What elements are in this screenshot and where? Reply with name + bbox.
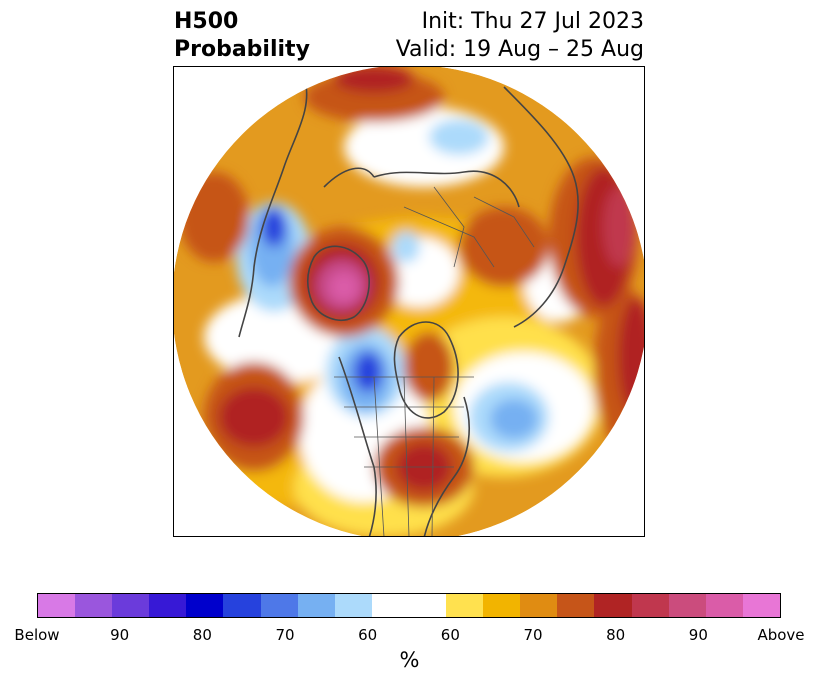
border-line bbox=[403, 206, 495, 268]
above-90-region bbox=[603, 187, 635, 267]
colorbar-bin-17 bbox=[668, 594, 706, 617]
border-line bbox=[403, 376, 410, 536]
colorbar-tick-label: Below bbox=[14, 626, 60, 644]
border-line bbox=[433, 186, 465, 268]
below-60-region bbox=[429, 119, 489, 155]
colorbar-bin-16 bbox=[631, 594, 669, 617]
colorbar-bin-11 bbox=[446, 594, 484, 617]
above-70-region bbox=[459, 207, 549, 287]
colorbar-bin-6 bbox=[260, 594, 298, 617]
colorbar-bin-8 bbox=[334, 594, 372, 617]
colorbar-tick-label: 60 bbox=[358, 626, 378, 644]
coastline-hudson-bay bbox=[306, 245, 370, 321]
coastline-scandinavia bbox=[323, 167, 375, 188]
above-70-region bbox=[404, 332, 454, 402]
colorbar-tick-label: 70 bbox=[523, 626, 543, 644]
colorbar-bin-7 bbox=[297, 594, 335, 617]
colorbar-tick-label: 90 bbox=[688, 626, 708, 644]
colorbar-bin-10 bbox=[408, 594, 447, 617]
colorbar-bin-1 bbox=[75, 594, 113, 617]
variable-label: H500 bbox=[174, 9, 239, 34]
above-80-region bbox=[618, 297, 644, 417]
init-date-label: Init: Thu 27 Jul 2023 bbox=[421, 9, 644, 34]
map-panel bbox=[173, 66, 645, 537]
colorbar-tick-label: 90 bbox=[110, 626, 130, 644]
coastline-siberia bbox=[373, 170, 520, 208]
colorbar-bin-12 bbox=[483, 594, 521, 617]
political-borders bbox=[334, 186, 535, 536]
colorbar-tick-label: 60 bbox=[440, 626, 460, 644]
colorbar-bin-5 bbox=[223, 594, 261, 617]
above-70-region bbox=[179, 172, 249, 262]
border-line bbox=[431, 376, 435, 536]
coastlines bbox=[238, 76, 579, 536]
below-60-region bbox=[392, 231, 420, 263]
colorbar-bin-18 bbox=[705, 594, 743, 617]
colorbar-bin-19 bbox=[742, 594, 780, 617]
valid-range-label: Valid: 19 Aug – 25 Aug bbox=[395, 37, 644, 62]
coastline-greenland bbox=[393, 321, 459, 419]
colorbar-bin-9 bbox=[371, 594, 409, 617]
colorbar-bin-4 bbox=[186, 594, 224, 617]
colorbar-bin-0 bbox=[38, 594, 76, 617]
coastline-north-america-west bbox=[238, 76, 308, 338]
colorbar-tick-labels: Below 90 80 70 60 60 70 80 90 Above bbox=[0, 626, 819, 646]
above-90-region bbox=[329, 272, 359, 302]
colorbar-bin-13 bbox=[520, 594, 558, 617]
colorbar-bin-15 bbox=[594, 594, 632, 617]
colorbar-tick-label: 80 bbox=[192, 626, 212, 644]
colorbar-unit-label: % bbox=[399, 648, 420, 672]
below-80-region bbox=[262, 207, 286, 247]
below-70-region bbox=[490, 399, 538, 439]
border-line bbox=[373, 376, 385, 536]
below-80-region bbox=[354, 352, 382, 392]
chart-title-right: Init: Thu 27 Jul 2023 Valid: 19 Aug – 25… bbox=[396, 8, 644, 64]
colorbar-bin-3 bbox=[149, 594, 187, 617]
probability-colorbar bbox=[37, 593, 781, 618]
probability-map bbox=[174, 67, 644, 536]
border-line bbox=[473, 196, 535, 248]
colorbar-tick-label: Above bbox=[757, 626, 805, 644]
coastline-eurasia bbox=[503, 86, 579, 328]
colorbar-bin-14 bbox=[557, 594, 595, 617]
chart-title-left: H500 Probability bbox=[174, 8, 310, 64]
colorbar-tick-label: 70 bbox=[275, 626, 295, 644]
above-80-region bbox=[219, 387, 289, 447]
above-80-region bbox=[334, 67, 414, 93]
coastline-us-east bbox=[423, 396, 470, 536]
colorbar-bin-2 bbox=[112, 594, 150, 617]
colorbar-tick-label: 80 bbox=[606, 626, 626, 644]
product-label: Probability bbox=[174, 37, 310, 62]
